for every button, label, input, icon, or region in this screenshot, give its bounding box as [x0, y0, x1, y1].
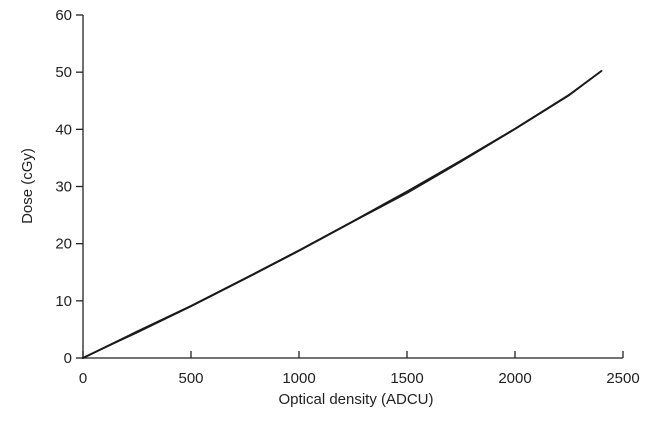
x-tick-label: 2000: [498, 370, 531, 387]
y-tick-label: 10: [55, 293, 72, 310]
x-tick-label: 1500: [390, 370, 423, 387]
y-tick-label: 50: [55, 64, 72, 81]
series-line-2: [82, 70, 603, 359]
x-tick-label: 0: [79, 370, 87, 387]
y-axis-ticks: 0 10 20 30 40 50 60: [55, 7, 83, 367]
data-series: [82, 70, 603, 359]
x-axis-ticks: 0 500 1000 1500 2000 2500: [79, 351, 640, 387]
y-tick-label: 60: [55, 7, 72, 24]
y-tick-label: 40: [55, 121, 72, 138]
y-tick-label: 20: [55, 236, 72, 253]
x-tick-label: 1000: [282, 370, 315, 387]
y-axis-title: Dose (cGy): [19, 148, 36, 224]
y-tick-label: 0: [64, 350, 72, 367]
x-tick-label: 500: [178, 370, 203, 387]
series-line-1: [82, 70, 603, 359]
plot-axes: [82, 15, 623, 359]
x-tick-label: 2500: [606, 370, 639, 387]
x-axis-title: Optical density (ADCU): [278, 391, 433, 408]
y-tick-label: 30: [55, 179, 72, 196]
